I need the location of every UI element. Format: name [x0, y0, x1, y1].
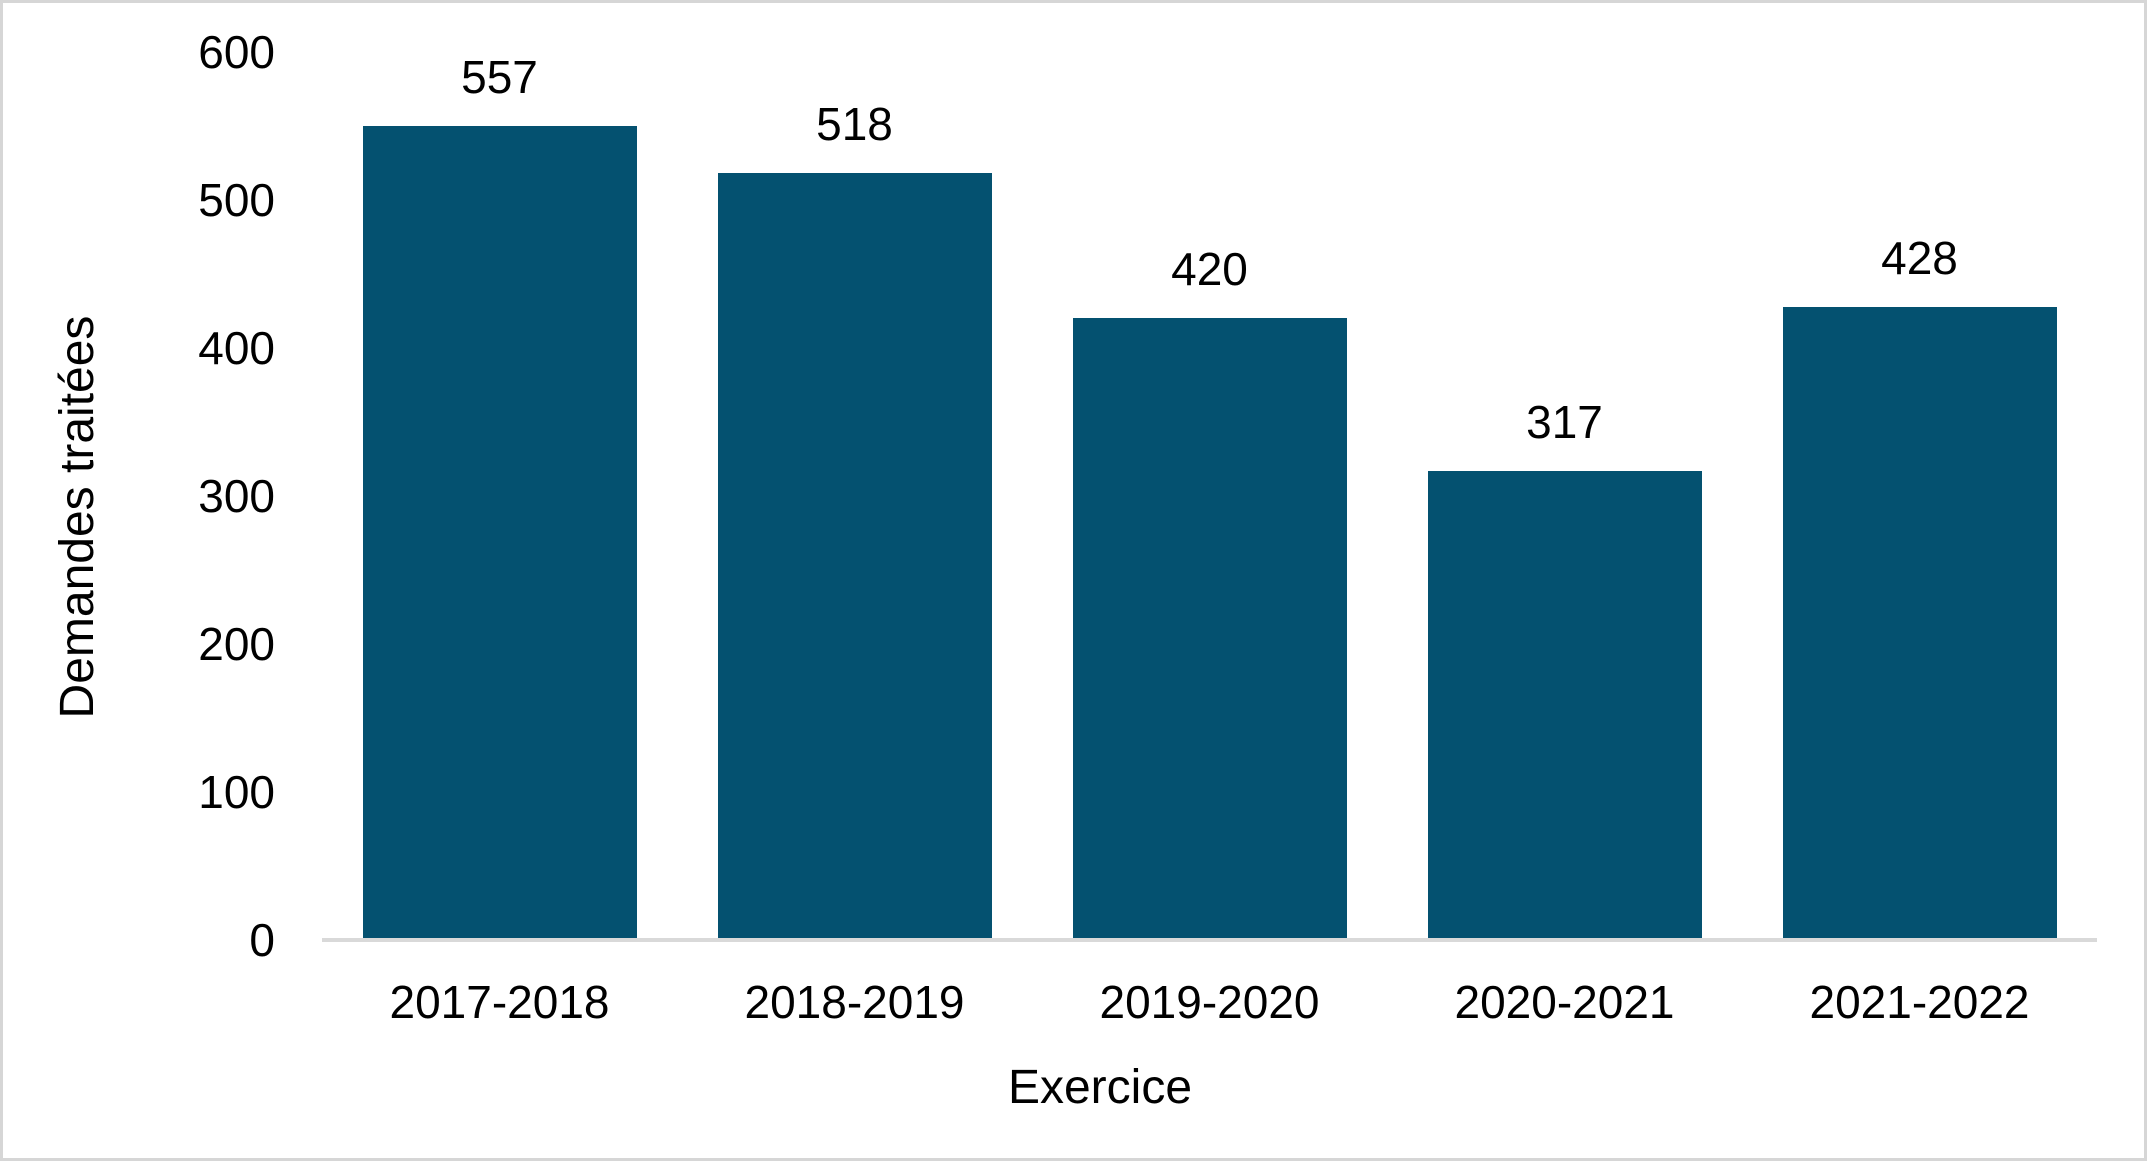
bar-slot: 420	[1032, 52, 1387, 940]
x-tick-label: 2021-2022	[1809, 976, 2030, 1028]
bar-value-label: 420	[1171, 243, 1248, 295]
x-tick-label: 2017-2018	[389, 976, 610, 1028]
x-axis-line	[322, 938, 2097, 942]
bar	[717, 173, 992, 940]
bar-slot: 317	[1387, 52, 1742, 940]
bar-value-label: 317	[1526, 396, 1603, 448]
y-tick-label: 0	[249, 914, 275, 966]
y-tick-label: 100	[198, 766, 275, 818]
y-tick-label: 500	[198, 174, 275, 226]
bar	[362, 126, 637, 940]
bar-value-label: 518	[816, 98, 893, 150]
x-axis-title: Exercice	[1007, 1061, 1193, 1114]
y-tick-label: 400	[198, 322, 275, 374]
x-tick-label: 2020-2021	[1454, 976, 1675, 1028]
bar-slot: 428	[1742, 52, 2097, 940]
plot-area: 557 518 420 317 428	[322, 52, 2097, 940]
y-tick-label: 600	[198, 26, 275, 78]
bar-slot: 518	[677, 52, 1032, 940]
x-tick-label: 2018-2019	[744, 976, 965, 1028]
y-tick-label: 300	[198, 470, 275, 522]
bar	[1782, 307, 2057, 940]
bar-value-label: 557	[461, 51, 538, 103]
bar-value-label: 428	[1881, 232, 1958, 284]
bar	[1427, 471, 1702, 940]
bar-slot: 557	[322, 52, 677, 940]
x-axis-tick-labels: 2017-2018 2018-2019 2019-2020 2020-2021 2021…	[322, 975, 2097, 1029]
x-tick-label: 2019-2020	[1099, 976, 1320, 1028]
y-tick-label: 200	[198, 618, 275, 670]
bar	[1072, 318, 1347, 940]
